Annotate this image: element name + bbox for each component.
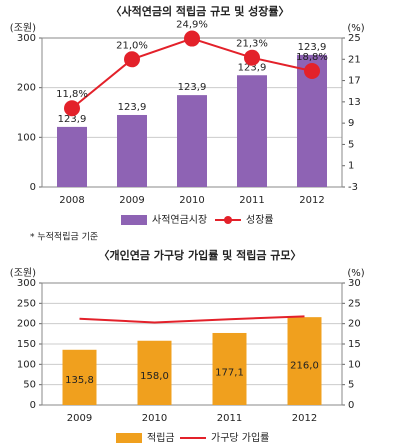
y2-tick-label: 15 <box>348 339 361 350</box>
y-tick-label: 300 <box>17 33 36 44</box>
x-tick-label: 2011 <box>217 413 242 424</box>
line-marker <box>64 100 80 117</box>
bar <box>287 317 322 405</box>
legend-label: 적립금 <box>147 431 175 444</box>
y2-axis-unit: (%) <box>347 23 364 34</box>
bar <box>57 126 87 187</box>
plot-frame <box>41 282 343 406</box>
bar-value-label: 158,0 <box>140 371 169 382</box>
bar-annotation: 123,9 <box>58 114 87 125</box>
y2-tick-label: 10 <box>348 359 361 370</box>
y-tick-label: 150 <box>17 339 36 350</box>
x-tick-label: 2008 <box>59 195 84 206</box>
line-marker <box>124 51 140 68</box>
y2-tick-label: 5 <box>348 380 354 391</box>
line-value-label: 11,8% <box>56 89 88 100</box>
line-marker <box>304 62 320 79</box>
line-marker <box>184 30 200 47</box>
y2-tick-label: 0 <box>348 400 354 411</box>
legend-swatch <box>116 433 142 443</box>
chart-title: 〈사적연금의 적립금 규모 및 성장률〉 <box>111 4 290 18</box>
bar-value-label: 216,0 <box>290 360 319 371</box>
y2-tick-label: 9 <box>348 118 354 129</box>
x-tick-label: 2012 <box>299 195 324 206</box>
line-value-label: 24,9% <box>176 20 208 31</box>
x-tick-label: 2011 <box>239 195 264 206</box>
y2-tick-label: 21 <box>348 54 361 65</box>
legend-label: 성장률 <box>246 214 274 226</box>
bar <box>177 95 207 187</box>
y-axis-unit: (조원) <box>10 267 36 279</box>
y2-tick-label: 25 <box>348 33 361 44</box>
y-tick-label: 0 <box>30 400 36 411</box>
bar <box>137 340 172 405</box>
line <box>79 315 305 324</box>
x-tick-label: 2010 <box>142 413 167 424</box>
line-value-label: 18,8% <box>296 52 328 63</box>
bar-annotation: 123,9 <box>178 82 207 93</box>
x-tick-label: 2012 <box>292 413 317 424</box>
footnote: * 누적적립금 기준 <box>30 231 98 243</box>
line-value-label: 21,3% <box>236 39 268 50</box>
y-tick-label: 0 <box>30 182 36 193</box>
y2-tick-label: 1 <box>348 161 354 172</box>
bar-annotation: 123,9 <box>118 102 147 113</box>
y2-axis-unit: (%) <box>347 268 364 279</box>
bar <box>212 332 247 405</box>
y2-tick-label: 25 <box>348 298 361 309</box>
chart-title: 〈개인연금 가구당 가입률 및 적립금 규모〉 <box>98 248 301 262</box>
y2-tick-label: -3 <box>348 182 358 193</box>
bar-value-label: 135,8 <box>65 375 94 386</box>
bar-annotation: 123,9 <box>298 42 327 53</box>
line-marker <box>244 49 260 66</box>
x-tick-label: 2010 <box>179 195 204 206</box>
bar-value-label: 177,1 <box>215 368 244 379</box>
legend-marker <box>224 216 232 224</box>
y2-tick-label: 5 <box>348 139 354 150</box>
bar <box>117 114 147 187</box>
x-tick-label: 2009 <box>67 413 92 424</box>
legend-label: 사적연금시장 <box>152 214 207 226</box>
y2-tick-label: 17 <box>348 76 361 87</box>
x-tick-label: 2009 <box>119 195 144 206</box>
y-tick-label: 200 <box>17 319 36 330</box>
y-tick-label: 200 <box>17 83 36 94</box>
legend-swatch <box>121 215 147 225</box>
y-tick-label: 300 <box>17 278 36 289</box>
y2-tick-label: 30 <box>348 278 361 289</box>
y-tick-label: 100 <box>17 132 36 143</box>
y-tick-label: 100 <box>17 359 36 370</box>
bar-annotation: 123,9 <box>238 62 267 73</box>
y2-tick-label: 20 <box>348 319 361 330</box>
bar <box>237 75 267 187</box>
y2-tick-label: 13 <box>348 97 361 108</box>
y-tick-label: 250 <box>17 298 36 309</box>
y-tick-label: 50 <box>23 380 36 391</box>
bar <box>62 349 97 405</box>
line-value-label: 21,0% <box>116 40 148 51</box>
y-axis-unit: (조원) <box>10 22 36 34</box>
legend-label: 가구당 가입률 <box>211 431 269 444</box>
